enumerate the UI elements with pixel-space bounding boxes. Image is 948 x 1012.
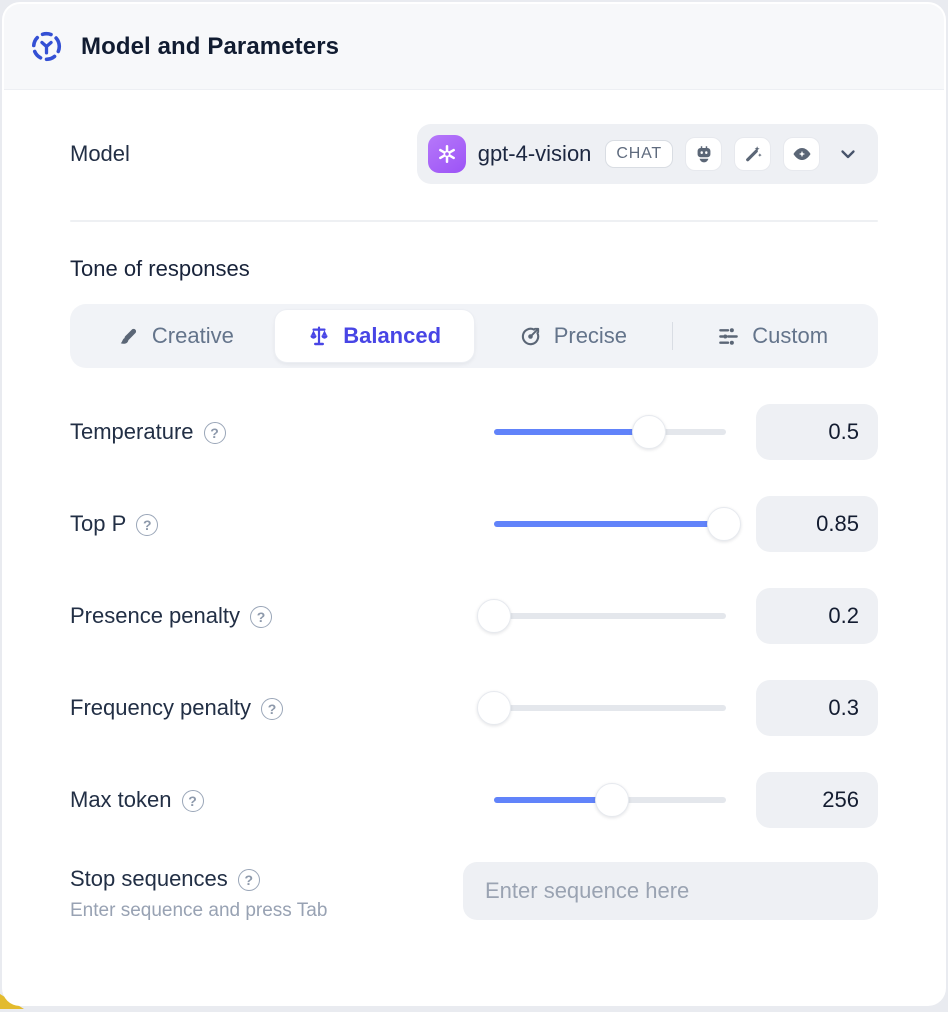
parameter-row-presence-penalty: Presence penalty ? 0.2 bbox=[70, 588, 878, 644]
slider-thumb[interactable] bbox=[477, 599, 511, 633]
top-p-slider[interactable] bbox=[494, 507, 741, 541]
top-p-value[interactable]: 0.85 bbox=[756, 496, 878, 552]
presence-penalty-value[interactable]: 0.2 bbox=[756, 588, 878, 644]
slider-thumb[interactable] bbox=[595, 783, 630, 817]
model-label: Model bbox=[70, 141, 130, 166]
tab-creative[interactable]: Creative bbox=[76, 310, 275, 362]
balance-scale-icon bbox=[307, 324, 331, 348]
stop-sequences-row: Stop sequences ? Enter sequence and pres… bbox=[70, 862, 878, 922]
tab-label: Precise bbox=[553, 323, 628, 348]
max-token-label: Max token bbox=[70, 787, 172, 812]
top-p-label: Top P bbox=[70, 511, 127, 536]
eye-icon bbox=[783, 137, 820, 171]
slider-fill bbox=[494, 797, 613, 803]
tab-precise[interactable]: Precise bbox=[474, 310, 673, 362]
model-row: Model gpt-4-vision CHAT bbox=[70, 124, 878, 184]
stop-sequences-label: Stop sequences bbox=[70, 866, 228, 891]
frequency-penalty-value[interactable]: 0.3 bbox=[756, 680, 878, 736]
frequency-penalty-slider[interactable] bbox=[477, 691, 726, 725]
stop-sequences-hint: Enter sequence and press Tab bbox=[70, 900, 328, 921]
openai-logo-icon bbox=[427, 135, 466, 173]
help-icon[interactable]: ? bbox=[237, 869, 260, 891]
tab-label: Custom bbox=[752, 323, 829, 348]
robot-icon bbox=[685, 137, 722, 171]
slider-thumb[interactable] bbox=[706, 507, 741, 541]
temperature-slider[interactable] bbox=[494, 415, 726, 449]
slider-track bbox=[494, 613, 726, 619]
tab-separator bbox=[672, 322, 674, 350]
tab-label: Balanced bbox=[343, 323, 442, 348]
parameter-row-temperature: Temperature ? 0.5 bbox=[70, 404, 878, 460]
tab-custom[interactable]: Custom bbox=[673, 310, 872, 362]
stop-sequence-input[interactable] bbox=[463, 862, 878, 920]
help-icon[interactable]: ? bbox=[250, 606, 272, 628]
presence-penalty-slider[interactable] bbox=[477, 599, 726, 633]
slider-track bbox=[494, 705, 726, 711]
slider-thumb[interactable] bbox=[632, 415, 667, 449]
max-token-slider[interactable] bbox=[494, 783, 726, 817]
help-icon[interactable]: ? bbox=[136, 514, 159, 536]
tab-label: Creative bbox=[151, 323, 234, 348]
model-name: gpt-4-vision bbox=[477, 141, 592, 166]
frequency-penalty-label: Frequency penalty bbox=[70, 695, 251, 720]
magic-wand-icon bbox=[734, 137, 771, 171]
section-divider bbox=[70, 220, 878, 222]
temperature-label: Temperature bbox=[70, 419, 194, 444]
presence-penalty-label: Presence penalty bbox=[70, 603, 240, 628]
chevron-down-icon bbox=[836, 142, 860, 166]
parameter-row-max-token: Max token ? 256 bbox=[70, 772, 878, 828]
slider-thumb[interactable] bbox=[477, 691, 511, 725]
parameter-row-top-p: Top P ? 0.85 bbox=[70, 496, 878, 552]
tone-heading: Tone of responses bbox=[70, 256, 250, 281]
model-parameters-icon bbox=[30, 30, 63, 63]
slider-fill bbox=[494, 429, 650, 435]
help-icon[interactable]: ? bbox=[203, 422, 226, 444]
panel-title: Model and Parameters bbox=[81, 32, 340, 60]
max-token-value[interactable]: 256 bbox=[756, 772, 878, 828]
paintbrush-icon bbox=[117, 325, 140, 348]
tab-balanced[interactable]: Balanced bbox=[274, 310, 474, 362]
temperature-value[interactable]: 0.5 bbox=[756, 404, 878, 460]
help-icon[interactable]: ? bbox=[181, 790, 204, 812]
tone-tab-group: Creative Balanced bbox=[70, 304, 878, 368]
sliders-icon bbox=[717, 325, 740, 348]
panel-header: Model and Parameters bbox=[4, 4, 944, 90]
slider-fill bbox=[494, 521, 724, 527]
chat-type-badge: CHAT bbox=[605, 140, 673, 168]
help-icon[interactable]: ? bbox=[261, 698, 283, 720]
model-select-dropdown[interactable]: gpt-4-vision CHAT bbox=[416, 124, 878, 184]
target-icon bbox=[519, 325, 542, 348]
parameter-row-frequency-penalty: Frequency penalty ? 0.3 bbox=[70, 680, 878, 736]
